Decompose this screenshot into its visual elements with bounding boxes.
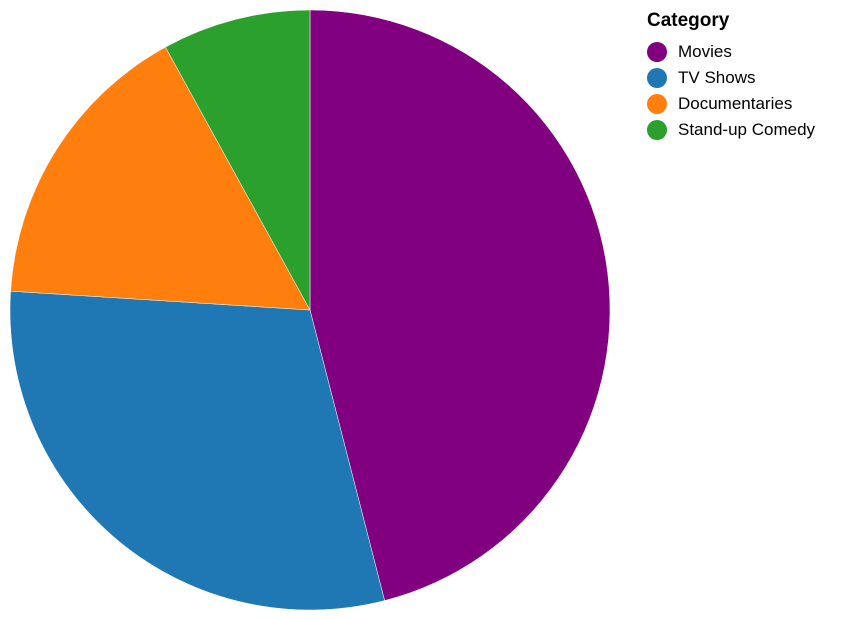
- legend-item-stand-up-comedy: Stand-up Comedy: [647, 117, 815, 143]
- legend-item-documentaries: Documentaries: [647, 91, 815, 117]
- legend-swatch-movies: [647, 42, 667, 62]
- legend-label-stand-up-comedy: Stand-up Comedy: [678, 120, 816, 139]
- legend-swatch-stand-up-comedy: [647, 120, 667, 140]
- legend: Category Movies TV Shows Documentaries S…: [647, 9, 815, 143]
- pie-slice-stand-up-comedy: [165, 9, 311, 311]
- legend-item-movies: Movies: [647, 39, 815, 65]
- legend-label-movies: Movies: [678, 42, 732, 61]
- legend-label-tv-shows: TV Shows: [678, 68, 756, 87]
- legend-label-documentaries: Documentaries: [678, 94, 793, 113]
- legend-swatch-documentaries: [647, 94, 667, 114]
- legend-item-tv-shows: TV Shows: [647, 65, 815, 91]
- pie-slice-movies: [309, 9, 611, 601]
- pie-slice-tv-shows: [9, 290, 385, 611]
- legend-swatch-tv-shows: [647, 68, 667, 88]
- legend-title: Category: [647, 10, 730, 31]
- pie-slice-documentaries: [10, 46, 311, 311]
- pie-plot-area: [9, 9, 611, 611]
